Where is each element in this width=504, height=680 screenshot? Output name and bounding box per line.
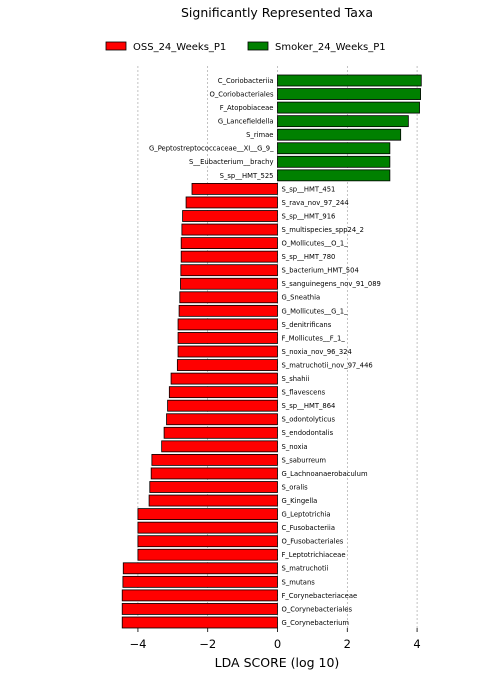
bar	[181, 223, 278, 236]
bar-label: F_Leptotrichiaceae	[282, 551, 346, 559]
bar-label: S_sp__HMT_864	[282, 402, 336, 410]
bar-label: S_flavescens	[282, 389, 326, 397]
bar	[277, 115, 409, 128]
bar-label: S_noxia	[282, 443, 308, 451]
bar	[163, 426, 278, 439]
bar-label: S_sp__HMT_451	[282, 185, 336, 193]
bar-label: S_matruchotii	[282, 565, 329, 573]
bar-label: G_Lachnoanaerobaculum	[282, 470, 368, 478]
legend: OSS_24_Weeks_P1 Smoker_24_Weeks_P1	[105, 41, 386, 53]
x-tick-label: −4	[129, 637, 146, 651]
bar-label: S_bacterium_HMT_504	[282, 267, 359, 275]
bar	[161, 440, 278, 453]
bar	[182, 210, 278, 222]
bar-label: F_Corynebacteriaceae	[282, 592, 358, 600]
bar	[180, 237, 278, 250]
bar-label: S_mutans	[282, 578, 316, 586]
bar-label: S_rava_nov_97_244	[282, 199, 349, 207]
bar-label: S_sp__HMT_525	[220, 172, 274, 180]
x-axis: −4 −2 0 2 4	[129, 628, 421, 651]
bar-label: S_odontolyticus	[282, 416, 336, 424]
chart-title: Significantly Represented Taxa	[181, 5, 373, 20]
bar-label: S_multispecies_spp24_2	[282, 226, 364, 234]
bar	[166, 413, 278, 426]
bar	[179, 291, 278, 304]
bar-label: S_shahii	[282, 375, 310, 383]
bar	[168, 386, 278, 399]
bar-label: S_matruchotii_nov_97_446	[282, 361, 373, 369]
bar-label: S_sp__HMT_916	[282, 212, 336, 220]
bar	[177, 345, 278, 358]
bar-label: S_oralis	[282, 483, 309, 491]
bar-label: G_Peptostreptococcaceae__XI__G_9_	[149, 145, 274, 153]
bar	[277, 169, 391, 182]
bar-label: G_Corynebacterium	[282, 619, 350, 627]
bar	[277, 74, 422, 87]
bars	[121, 74, 422, 629]
bar	[167, 399, 278, 412]
bar-label: S_sp__HMT_780	[282, 253, 336, 261]
bar	[277, 128, 402, 141]
bar	[185, 196, 278, 209]
bar	[277, 142, 391, 155]
bar	[137, 535, 278, 548]
bar-label: S__Eubacterium__brachy	[189, 158, 274, 166]
legend-swatch-oss	[105, 41, 127, 51]
legend-label-oss: OSS_24_Weeks_P1	[133, 42, 226, 53]
bar	[170, 372, 278, 385]
bar	[137, 508, 278, 521]
bar	[150, 467, 278, 480]
x-tick-label: −2	[199, 637, 216, 651]
bar-label: S_saburreum	[282, 456, 327, 464]
bar-label: G_Sneathia	[282, 294, 321, 302]
bar	[137, 521, 278, 534]
bar	[122, 575, 278, 588]
bar-label: G_Mollicutes__G_1_	[282, 307, 349, 315]
x-tick-label: 0	[274, 637, 281, 651]
bar	[178, 304, 278, 317]
x-tick-label: 2	[344, 637, 351, 651]
bar-label: G_Kingella	[282, 497, 318, 505]
bar	[277, 88, 421, 100]
x-tick-label: 4	[413, 637, 420, 651]
bar-label: F_Mollicutes__F_1_	[282, 334, 346, 342]
legend-swatch-smoker	[247, 41, 269, 51]
bar	[177, 332, 278, 344]
bar	[177, 318, 278, 331]
bar-label: O_Mollicutes__O_1_	[282, 240, 349, 248]
bar	[122, 562, 278, 575]
bar	[191, 182, 278, 195]
bar-label: S_rimae	[246, 131, 273, 139]
bar	[148, 494, 278, 507]
bar	[121, 589, 278, 602]
x-axis-label: LDA SCORE (log 10)	[215, 655, 340, 670]
bar	[121, 616, 278, 629]
bar-label: S_sanguinegens_nov_91_089	[282, 280, 381, 288]
bar-label: S_noxia_nov_96_324	[282, 348, 352, 356]
bar-label: O_Fusobacteriales	[282, 538, 344, 546]
bar-label: F_Atopobiaceae	[220, 104, 274, 112]
bar-label: S_denitrificans	[282, 321, 332, 329]
legend-label-smoker: Smoker_24_Weeks_P1	[275, 42, 386, 53]
bar	[151, 453, 278, 466]
bar	[121, 603, 278, 615]
bar	[137, 548, 278, 561]
bar-label: G_Leptotrichia	[282, 511, 331, 519]
bar-label: C_Coriobacteriia	[218, 77, 274, 85]
bar-label: O_Coriobacteriales	[209, 90, 273, 98]
bar	[180, 250, 278, 263]
bar	[176, 359, 278, 371]
bar	[180, 264, 278, 277]
bar	[149, 481, 278, 493]
bar-label: C_Fusobacteriia	[282, 524, 336, 532]
bar-label: S_endodontalis	[282, 429, 334, 437]
bar-label: G_Lancefieldella	[218, 118, 274, 126]
bar-labels: C_Coriobacteriia O_Coriobacteriales F_Atop…	[149, 77, 381, 627]
bar	[277, 155, 391, 168]
bar-label: O_Corynebacteriales	[282, 605, 353, 613]
bar	[180, 277, 278, 290]
bar	[277, 101, 420, 114]
